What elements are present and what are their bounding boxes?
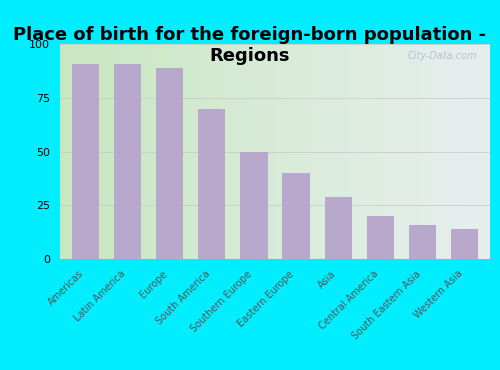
Bar: [366, 216, 394, 259]
Bar: [240, 152, 268, 259]
Text: Place of birth for the foreign-born population -
Regions: Place of birth for the foreign-born popu…: [14, 26, 486, 65]
Bar: [198, 109, 226, 259]
Bar: [72, 64, 99, 259]
Text: City-Data.com: City-Data.com: [408, 51, 477, 61]
Bar: [282, 173, 310, 259]
Bar: [409, 225, 436, 259]
Bar: [114, 64, 141, 259]
Bar: [156, 68, 184, 259]
Bar: [451, 229, 478, 259]
Bar: [324, 197, 352, 259]
